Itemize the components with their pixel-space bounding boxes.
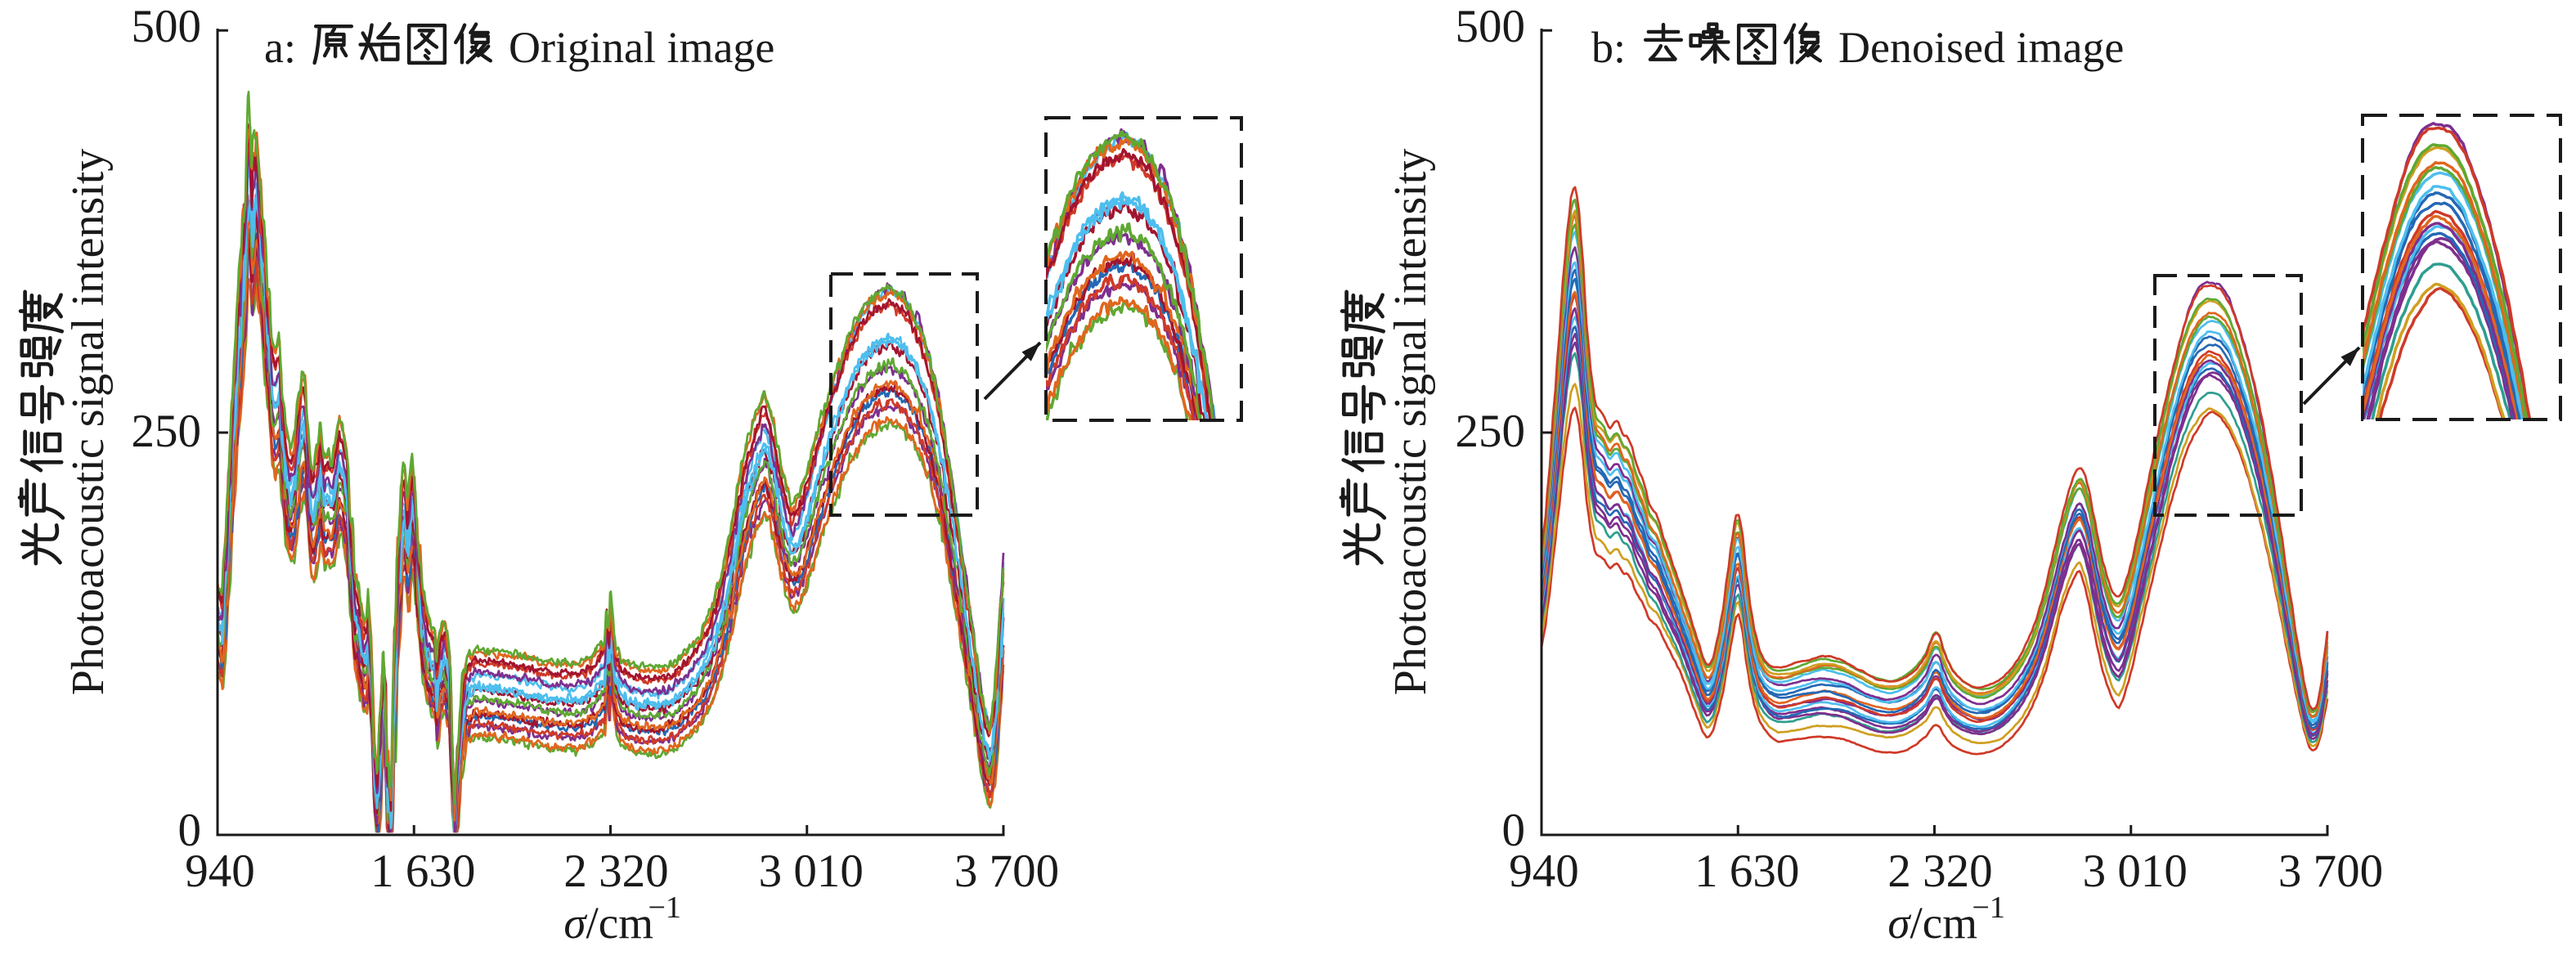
- svg-text:500: 500: [132, 1, 202, 52]
- svg-text:b:: b:: [1591, 23, 1626, 72]
- svg-text:/cm: /cm: [586, 898, 653, 948]
- svg-text:−1: −1: [648, 890, 681, 925]
- svg-text:3 010: 3 010: [2083, 846, 2188, 897]
- svg-text:940: 940: [185, 846, 255, 897]
- svg-text:σ: σ: [563, 898, 587, 948]
- svg-text:250: 250: [132, 406, 202, 457]
- svg-text:2 320: 2 320: [1887, 846, 1992, 897]
- svg-text:Original image: Original image: [509, 23, 774, 72]
- svg-text:0: 0: [1502, 805, 1526, 856]
- svg-text:0: 0: [178, 805, 202, 856]
- svg-text:3 010: 3 010: [759, 846, 864, 897]
- svg-text:σ: σ: [1887, 898, 1911, 948]
- svg-text:/cm: /cm: [1910, 898, 1977, 948]
- svg-text:Photoacoustic signal intensity: Photoacoustic signal intensity: [63, 149, 114, 696]
- svg-text:1 630: 1 630: [1694, 846, 1799, 897]
- svg-text:3 700: 3 700: [2278, 846, 2383, 897]
- svg-text:a:: a:: [264, 23, 296, 72]
- svg-text:940: 940: [1509, 846, 1579, 897]
- svg-text:Denoised image: Denoised image: [1838, 23, 2124, 72]
- svg-text:500: 500: [1456, 1, 1526, 52]
- svg-text:Photoacoustic signal intensity: Photoacoustic signal intensity: [1385, 149, 1436, 696]
- svg-text:−1: −1: [1972, 890, 2005, 925]
- svg-text:1 630: 1 630: [370, 846, 475, 897]
- svg-text:2 320: 2 320: [563, 846, 668, 897]
- svg-text:250: 250: [1456, 406, 1526, 457]
- svg-text:3 700: 3 700: [954, 846, 1059, 897]
